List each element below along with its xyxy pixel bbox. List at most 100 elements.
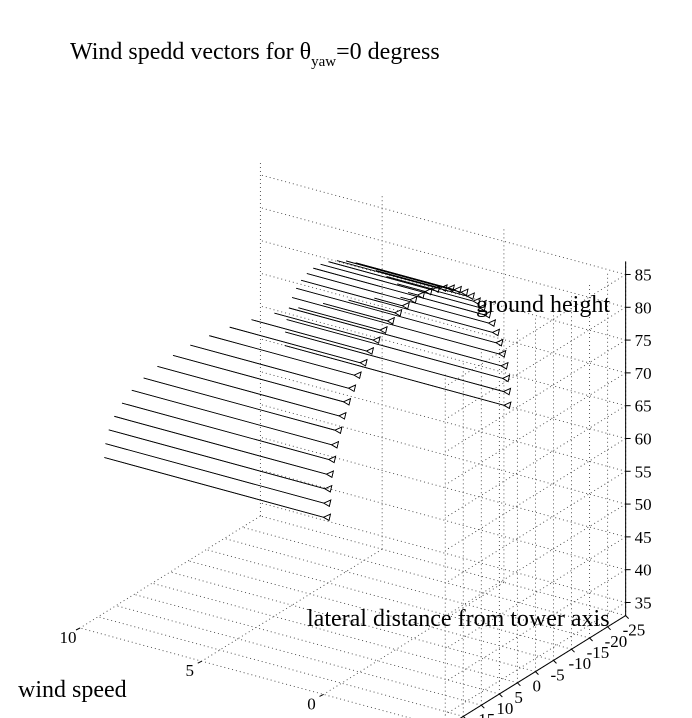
grid-line [260,305,626,407]
z-axis-label: ground height [476,292,610,318]
y-tick-mark [571,648,575,653]
wind-vector-head [472,297,481,305]
wind-vector-head [487,319,497,327]
title-subscript: yaw [311,54,336,70]
tick-labels: 8580757065605550454035-25-20-15-10-50510… [60,266,652,718]
wind-vector-head [501,374,511,383]
grid-line [445,372,626,486]
wind-vector [190,344,349,389]
wind-vector-head [365,347,374,355]
x-tick-label: 0 [307,694,316,713]
wind-vectors [104,260,512,522]
wind-vector [408,292,418,296]
wind-vector [229,326,361,364]
wind-vector-head [342,397,352,406]
wind-vector-head [439,284,448,292]
grid-line [201,548,383,662]
grid-line [79,627,412,718]
wind-vector-head [327,455,337,464]
wind-vector [104,457,324,518]
grid-line [260,502,626,603]
wind-vector-head [359,358,368,367]
x-tick-label: 10 [60,628,77,647]
y-tick-label: -15 [587,643,610,662]
wind-vector [301,279,493,333]
grid-line [206,549,572,650]
wind-vector-head [483,310,492,319]
chart-title: Wind spedd vectors for θyaw=0 degress [70,39,440,70]
z-tick-label: 35 [635,594,652,613]
grid-line [445,470,626,584]
wind-vector [288,307,502,367]
grid-line [323,582,505,695]
y-tick-mark [625,615,630,619]
y-tick-mark [499,693,503,698]
grid-line [445,306,626,420]
x-tick-mark [197,660,202,664]
wind-vector-head [330,440,340,449]
wind-vector-head [334,426,343,435]
y-tick-mark [553,660,557,664]
wind-vector-head [401,301,410,310]
wind-vector [157,365,340,417]
wind-vector [323,302,388,322]
wind-vector-head [460,288,469,297]
grid-line [445,438,626,551]
grid-layer [79,161,627,718]
y-tick-label: -10 [569,654,592,673]
wind-vector [131,389,332,446]
wind-vector-head [409,295,418,304]
x-tick-mark [75,627,81,631]
z-tick-label: 75 [635,331,652,350]
wind-vector-head [497,349,507,358]
x-axis-label: wind speed [18,677,127,703]
z-tick-label: 80 [635,298,652,317]
grid-line [260,436,626,538]
y-tick-label: -5 [551,665,565,684]
wind-vector [284,345,505,406]
y-tick-mark [517,682,521,687]
wind-vector [348,299,395,314]
grid-line [445,339,626,453]
z-tick-label: 65 [635,397,652,416]
wind-vector-head [477,303,487,312]
z-tick-label: 45 [635,528,652,547]
wind-vector-head [386,316,395,325]
z-tick-label: 50 [635,495,652,514]
wind-vector [313,267,484,316]
grid-line [445,536,626,650]
wind-vector [355,262,455,291]
wind-vector [298,307,381,331]
wind-vector [336,260,468,297]
y-tick-label: 15 [478,710,495,718]
wind-vector-head [372,336,381,344]
grid-line [445,602,626,715]
wind-vector [143,377,336,431]
wind-vector-head [347,384,357,393]
wind-vector [386,276,433,290]
x-tick-mark [319,693,324,697]
grid-line [260,272,626,374]
y-tick-mark [535,671,539,675]
wind-vector [274,312,374,341]
wind-vector [108,429,325,490]
y-tick-mark [480,704,485,709]
grid-line [260,515,626,617]
wind-vector [105,443,324,504]
grid-line [445,405,626,519]
wind-vector [400,296,410,301]
wind-vector [209,335,355,376]
wind-vector [251,319,367,352]
wind-vector-head [446,284,455,293]
wind-vector-head [431,285,441,293]
wind-vector [285,331,504,392]
grid-line [445,274,626,387]
z-tick-label: 60 [635,430,652,449]
grid-line [260,174,626,275]
grid-line [260,404,626,505]
wind-vector [320,263,479,308]
y-tick-mark [589,637,593,642]
wind-vector-head [503,401,512,410]
grid-line [260,371,626,472]
wind-vector-head [338,411,347,420]
